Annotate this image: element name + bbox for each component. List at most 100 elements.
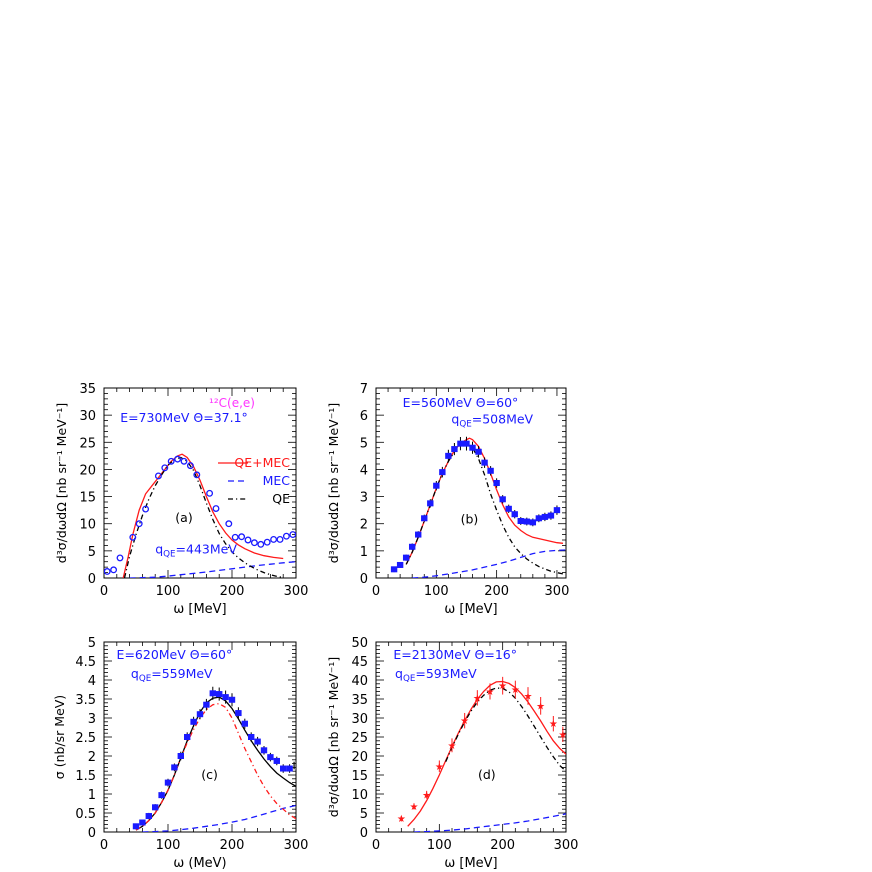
x-tick-label: 100 [156,838,181,853]
y-tick-label: 0 [360,826,368,841]
data-point: ★ [435,762,444,773]
x-tick-label: 300 [545,584,570,599]
y-axis: 0 5 10 15 20 25 30 35 40 45 50 d³σ/dωdΩ [nb sr⁻¹ Me… [326,636,566,841]
y-tick-label: 4.5 [75,655,96,670]
data-point [421,515,428,522]
curve-mec [142,804,296,832]
data-point: ★ [549,719,558,730]
data-point [212,505,220,512]
x-tick-label: 0 [372,584,380,599]
y-tick-label: 5 [360,436,368,451]
data-point [469,444,476,451]
y-tick-label: 15 [79,491,96,506]
data-point [180,457,188,465]
data-point: ★ [511,685,520,696]
data-point [280,765,287,772]
y-tick-label: 0 [88,572,96,587]
plot-area [104,453,296,578]
y-tick-label: 35 [351,693,368,708]
x-tick-label: 300 [284,584,309,599]
data-point [276,536,284,543]
data-point [110,566,118,574]
data-point: ★ [473,693,482,704]
data-point [481,459,488,466]
y-tick-label: 6 [360,409,368,424]
y-axis-label: σ (nb/sr MeV) [52,695,67,779]
data-point [517,518,524,524]
data-point [505,505,512,512]
data-point [286,765,293,772]
x-axis-label: ω (MeV) [173,856,226,871]
data-point: ★ [558,730,567,741]
y-tick-label: 3 [360,491,368,506]
data-point: ★ [460,716,469,727]
data-point [390,566,398,573]
y-tick-label: 1.5 [75,769,96,784]
data-point: ★ [524,691,533,702]
data-point [402,554,410,561]
panel-d: 0 100 200 300 ω [MeV] 0 5 10 15 20 25 30 35 40 45 50 d³σ… [326,636,578,871]
y-tick-label: 2 [360,518,368,533]
annotations: ¹²C(e,e)E=730MeV Θ=37.1° qQE=443MeV (a) [120,396,255,560]
data-point [475,448,482,455]
annotation: qQE=593MeV [395,666,477,684]
curve-mec [413,813,566,832]
annotation: E=730MeV Θ=37.1° [120,410,248,425]
data-point [445,452,452,459]
x-axis-label: ω [MeV] [173,602,226,617]
data-point [225,520,233,528]
data-point [216,691,223,698]
data-point: ★ [448,741,457,752]
legend-label: MEC [263,473,291,488]
data-point [408,543,416,550]
annotation: qQE=559MeV [131,666,213,684]
data-point [167,457,175,465]
data-points [132,686,293,830]
panel-a: 0 100 200 300 ω [MeV] 0 5 10 15 20 25 30 35 d³σ/dωdΩ … [54,382,308,617]
annotation: (b) [461,512,479,527]
y-axis: 0 1 2 3 4 5 6 7 d³σ/dωdΩ [nb sr⁻¹ MeV⁻¹] [326,382,566,587]
data-point [282,532,290,540]
data-point [228,696,236,703]
data-point [161,464,169,472]
data-point: ★ [410,802,419,813]
data-point [231,533,239,541]
data-point [244,536,252,544]
y-tick-label: 1 [360,545,368,560]
y-tick-label: 7 [360,382,368,397]
y-tick-label: 45 [351,655,368,670]
data-point [547,512,555,519]
data-point [238,533,246,541]
data-point [158,792,165,799]
data-point [427,500,434,507]
x-tick-label: 0 [100,838,108,853]
y-tick-label: 3.5 [75,693,96,708]
y-axis: 0 5 10 15 20 25 30 35 d³σ/dωdΩ [nb sr⁻¹ MeV⁻¹] [54,382,296,587]
y-tick-label: 5 [88,545,96,560]
data-point [235,710,242,717]
y-axis-label: d³σ/dωdΩ [nb sr⁻¹ MeV⁻¹] [326,403,341,563]
data-point [129,533,137,541]
data-point [463,440,470,447]
data-point [104,568,111,575]
y-tick-label: 40 [351,674,368,689]
legend: QE+MEC MEC QE [218,455,290,506]
panel-b: 0 100 200 300 ω [MeV] 0 1 2 3 4 5 6 7 d³σ/dωdΩ [nb sr… [326,382,569,617]
data-point [184,734,191,740]
data-point [190,718,197,725]
data-point [451,446,458,453]
curve-mec [412,549,566,578]
y-tick-label: 10 [351,788,368,803]
data-point [260,747,268,754]
data-point [196,711,204,718]
annotation: E=2130MeV Θ=16° [393,647,517,662]
data-point [396,561,404,568]
data-point [193,471,201,479]
annotation: (a) [175,510,192,525]
y-axis: 0 0.5 1 1.5 2 2.5 3 3.5 4 4.5 5 σ (nb/sr MeV) [52,636,296,841]
curve-qe [405,442,564,575]
x-tick-label: 100 [424,584,449,599]
data-point [433,482,440,489]
